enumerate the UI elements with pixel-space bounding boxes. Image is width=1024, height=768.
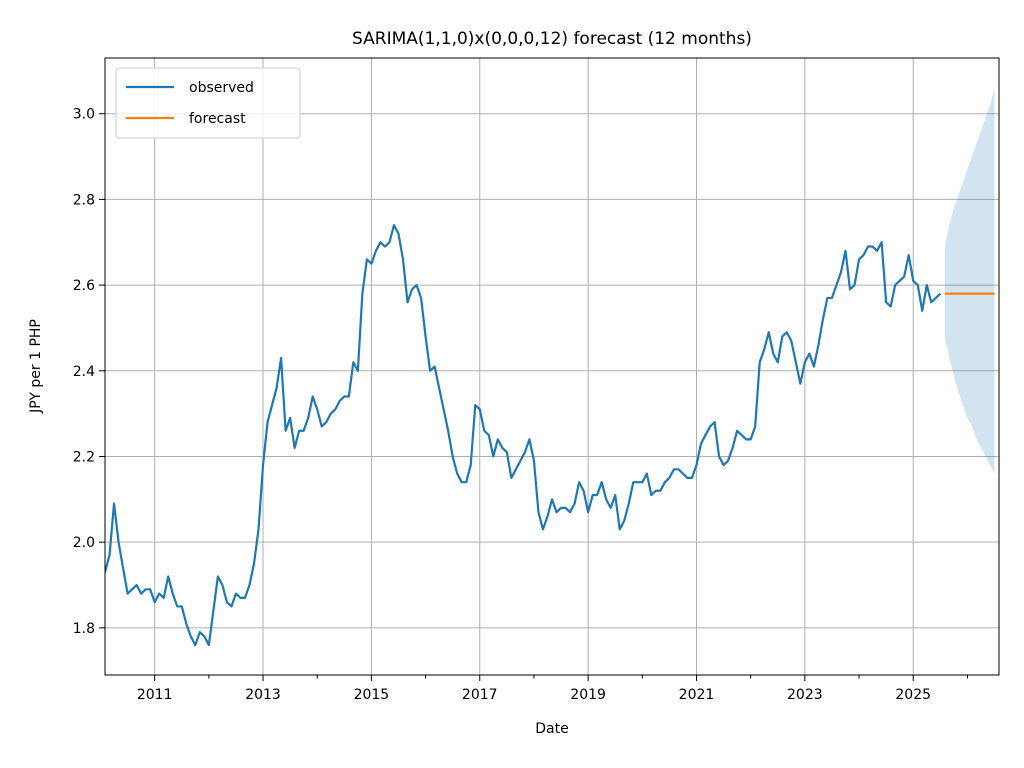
legend-label-forecast: forecast — [189, 111, 246, 127]
grid — [105, 58, 999, 675]
x-tick-label: 2015 — [354, 687, 390, 703]
y-tick-label: 2.6 — [73, 278, 95, 294]
y-tick-label: 1.8 — [73, 621, 95, 637]
y-tick-label: 2.0 — [73, 535, 95, 551]
plot-frame — [104, 57, 1000, 676]
y-tick-label: 3.0 — [73, 107, 95, 123]
y-axis-label: JPY per 1 PHP — [28, 319, 44, 414]
forecast-confidence-band — [944, 87, 995, 474]
legend: observed forecast — [115, 67, 301, 139]
y-tick-label: 2.4 — [73, 364, 95, 380]
legend-box — [115, 67, 301, 139]
x-tick-label: 2013 — [245, 687, 281, 703]
x-tick-label: 2021 — [679, 687, 715, 703]
y-tick-label: 2.2 — [73, 449, 95, 465]
x-tick-label: 2019 — [570, 687, 606, 703]
x-axis-label: Date — [535, 721, 568, 737]
y-tick-label: 2.8 — [73, 192, 95, 208]
x-tick-label: 2025 — [895, 687, 931, 703]
observed-series-line — [105, 224, 942, 647]
chart-title: SARIMA(1,1,0)x(0,0,0,12) forecast (12 mo… — [352, 29, 752, 49]
x-tick-label: 2011 — [137, 687, 173, 703]
x-tick-label: 2017 — [462, 687, 498, 703]
x-tick-label: 2023 — [787, 687, 823, 703]
legend-label-observed: observed — [189, 80, 254, 96]
